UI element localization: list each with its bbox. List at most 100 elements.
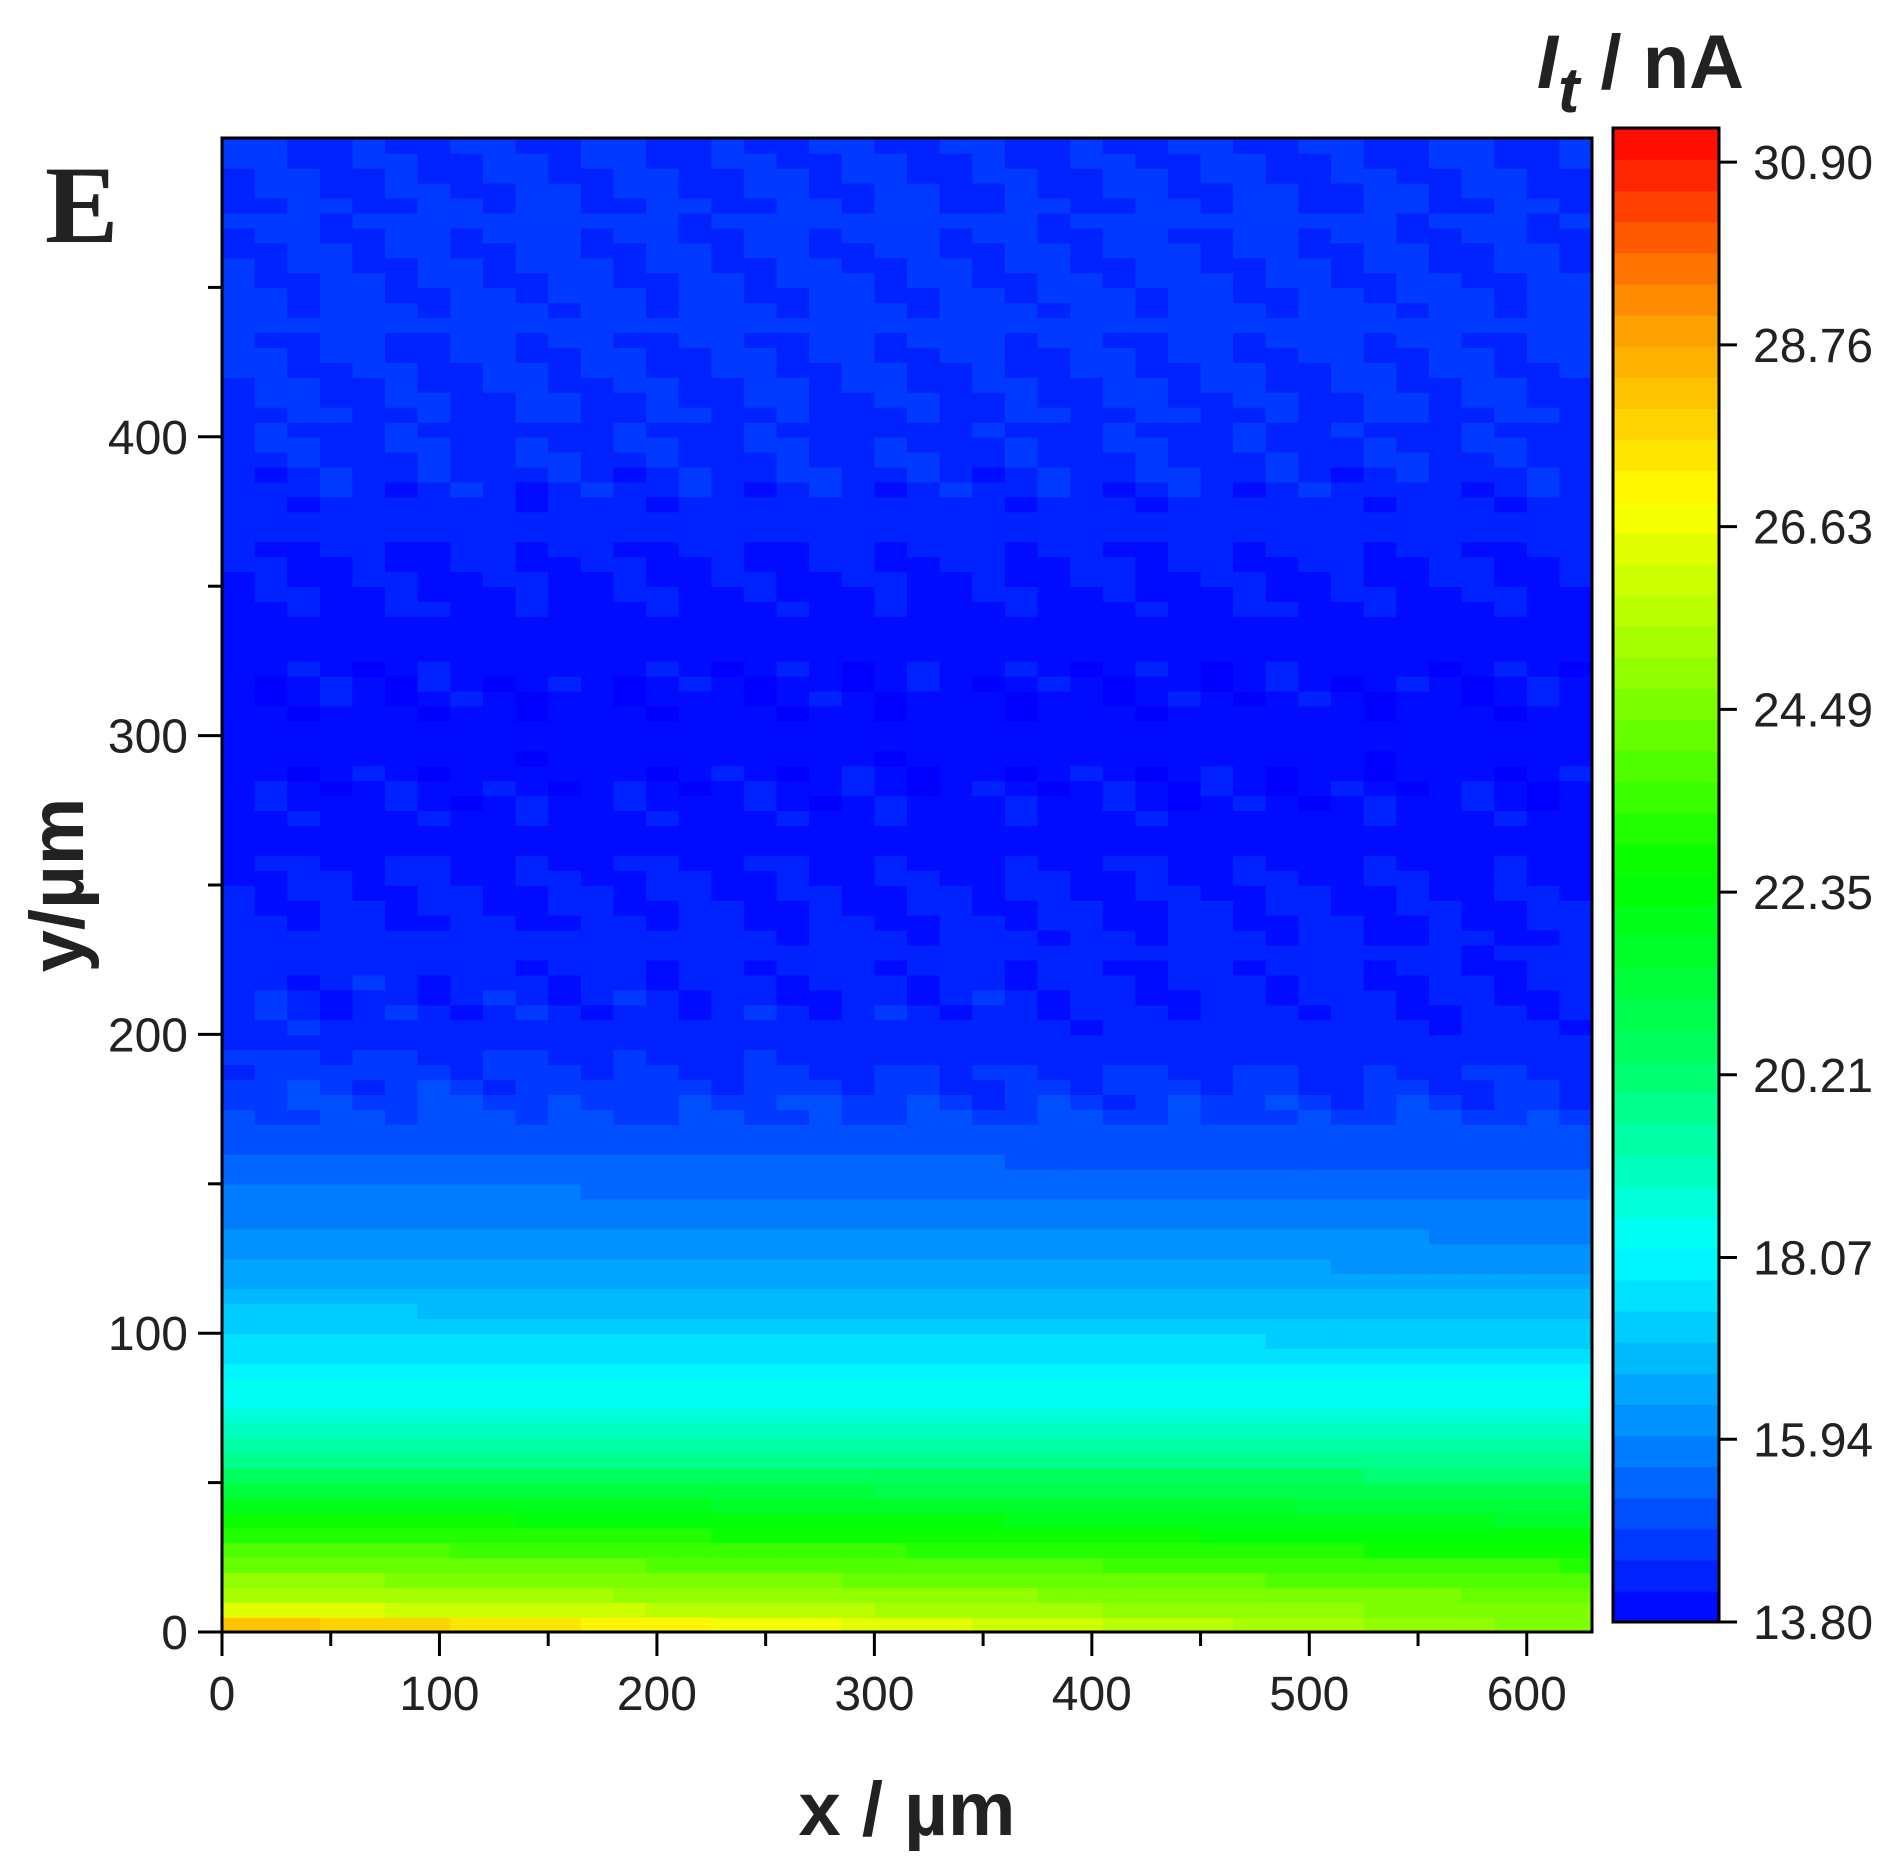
- colorbar-band: [1613, 937, 1719, 970]
- heatmap-cell: [1102, 257, 1137, 274]
- heatmap-cell: [1167, 257, 1202, 274]
- heatmap-cell: [711, 1138, 745, 1155]
- heatmap-cell: [515, 959, 549, 976]
- heatmap-cell: [580, 1333, 615, 1349]
- heatmap-cell: [972, 511, 1006, 528]
- heatmap-cell: [1559, 257, 1593, 274]
- heatmap-cell: [1070, 765, 1104, 782]
- heatmap-cell: [874, 526, 908, 543]
- heatmap-cell: [287, 616, 321, 632]
- heatmap-cell: [1265, 840, 1300, 856]
- heatmap-cell: [1070, 287, 1104, 304]
- heatmap-cell: [254, 257, 289, 274]
- heatmap-cell: [385, 1228, 419, 1245]
- heatmap-cell: [1298, 1557, 1332, 1574]
- heatmap-cell: [776, 974, 810, 991]
- heatmap-cell: [450, 1153, 484, 1170]
- heatmap-cell: [222, 436, 256, 453]
- heatmap-cell: [972, 1467, 1006, 1484]
- heatmap-cell: [417, 1497, 452, 1514]
- heatmap-cell: [417, 1437, 452, 1454]
- heatmap-cell: [319, 541, 354, 558]
- heatmap-cell: [972, 466, 1006, 483]
- heatmap-cell: [972, 1094, 1006, 1110]
- heatmap-cell: [580, 1482, 615, 1499]
- heatmap-cell: [548, 377, 582, 393]
- heatmap-cell: [417, 795, 452, 812]
- heatmap-cell: [287, 1572, 321, 1588]
- heatmap-cell: [1037, 870, 1071, 886]
- heatmap-cell: [548, 526, 582, 543]
- heatmap-cell: [972, 377, 1006, 393]
- heatmap-cell: [417, 645, 452, 662]
- heatmap-cell: [1428, 870, 1463, 886]
- heatmap-cell: [1135, 660, 1169, 677]
- heatmap-cell: [580, 944, 615, 961]
- heatmap-cell: [939, 1467, 974, 1484]
- heatmap-cell: [613, 556, 647, 573]
- heatmap-cell: [907, 1243, 941, 1260]
- heatmap-cell: [319, 1109, 354, 1125]
- heatmap-cell: [1167, 1124, 1202, 1140]
- colorbar-band: [1613, 1404, 1719, 1437]
- heatmap-cell: [874, 1094, 908, 1110]
- heatmap-cell: [1200, 1198, 1234, 1215]
- heatmap-cell: [319, 750, 354, 767]
- heatmap-cell: [254, 929, 289, 946]
- heatmap-cell: [1559, 765, 1593, 782]
- colorbar-band: [1613, 1435, 1719, 1468]
- heatmap-cell: [1559, 1243, 1593, 1260]
- heatmap-cell: [482, 1378, 517, 1394]
- heatmap-cell: [1037, 332, 1071, 348]
- heatmap-cell: [385, 406, 419, 423]
- colorbar-band: [1613, 1061, 1719, 1094]
- heatmap-cell: [222, 870, 256, 886]
- heatmap-cell: [1396, 765, 1430, 782]
- heatmap-cell: [222, 1527, 256, 1544]
- heatmap-cell: [1265, 914, 1300, 931]
- heatmap-cell: [646, 1422, 680, 1439]
- heatmap-cell: [1070, 631, 1104, 647]
- heatmap-cell: [776, 825, 810, 841]
- heatmap-cell: [1428, 750, 1463, 767]
- heatmap-cell: [580, 885, 615, 901]
- heatmap-cell: [1298, 347, 1332, 363]
- heatmap-cell: [1428, 556, 1463, 573]
- heatmap-cell: [1559, 391, 1593, 408]
- x-tick-label: 0: [209, 1668, 236, 1721]
- heatmap-cell: [678, 690, 713, 707]
- heatmap-cell: [1526, 496, 1561, 513]
- heatmap-cell: [254, 631, 289, 647]
- heatmap-cell: [1070, 1378, 1104, 1394]
- heatmap-cell: [646, 317, 680, 334]
- heatmap-cell: [1298, 1572, 1332, 1588]
- heatmap-cell: [646, 914, 680, 931]
- heatmap-cell: [874, 825, 908, 841]
- heatmap-cell: [1396, 167, 1430, 184]
- heatmap-cell: [678, 1318, 713, 1334]
- heatmap-cell: [874, 1198, 908, 1215]
- heatmap-cell: [1559, 1587, 1593, 1603]
- heatmap-cell: [1265, 810, 1300, 827]
- heatmap-cell: [1526, 1213, 1561, 1230]
- heatmap-cell: [385, 287, 419, 304]
- heatmap-cell: [580, 675, 615, 692]
- heatmap-cell: [1233, 1258, 1267, 1275]
- heatmap-cell: [743, 1437, 778, 1454]
- heatmap-cell: [841, 631, 876, 647]
- heatmap-cell: [1233, 481, 1267, 498]
- heatmap-cell: [1070, 526, 1104, 543]
- heatmap-cell: [613, 451, 647, 468]
- heatmap-cell: [711, 1004, 745, 1021]
- heatmap-cell: [1102, 840, 1137, 856]
- heatmap-cell: [515, 586, 549, 602]
- heatmap-cell: [613, 1094, 647, 1110]
- heatmap-cell: [874, 959, 908, 976]
- heatmap-cell: [907, 212, 941, 229]
- heatmap-cell: [874, 1452, 908, 1469]
- heatmap-cell: [1200, 690, 1234, 707]
- heatmap-cell: [1233, 601, 1267, 617]
- heatmap-cell: [1494, 1617, 1528, 1633]
- heatmap-cell: [1265, 735, 1300, 752]
- heatmap-cell: [1037, 1572, 1071, 1588]
